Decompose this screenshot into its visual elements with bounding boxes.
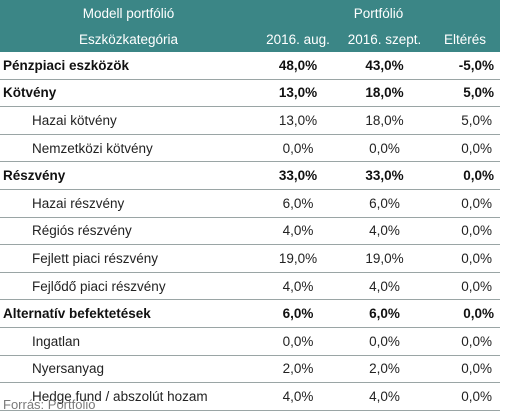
row-aug: 33,0% <box>257 161 339 190</box>
row-sept: 4,0% <box>339 382 430 411</box>
row-label: Hazai kötvény <box>0 106 257 135</box>
table-row: Kötvény 13,0% 18,0% 5,0% <box>0 79 501 108</box>
row-sept: 6,0% <box>339 189 430 218</box>
table-row: Ingatlan 0,0% 0,0% 0,0% <box>0 327 501 356</box>
header-asset-category: Eszközkategória <box>0 26 257 52</box>
row-aug: 2,0% <box>257 355 339 384</box>
table-row: Hazai részvény 6,0% 6,0% 0,0% <box>0 189 501 218</box>
row-aug: 4,0% <box>257 217 339 246</box>
table-row: Alternatív befektetések 6,0% 6,0% 0,0% <box>0 299 501 328</box>
header-aug: 2016. aug. <box>257 26 339 52</box>
row-diff: 0,0% <box>430 189 501 218</box>
row-sept: 2,0% <box>339 355 430 384</box>
row-aug: 4,0% <box>257 272 339 301</box>
row-sept: 6,0% <box>339 299 430 328</box>
row-diff: 0,0% <box>430 327 501 356</box>
row-sept: 0,0% <box>339 134 430 163</box>
table-row: Pénzpiaci eszközök 48,0% 43,0% -5,0% <box>0 52 501 80</box>
row-sept: 43,0% <box>339 52 430 80</box>
row-diff: 0,0% <box>430 355 501 384</box>
header-portfolio-group: Portfólió <box>257 0 501 26</box>
header-sept: 2016. szept. <box>339 26 430 52</box>
row-sept: 4,0% <box>339 217 430 246</box>
row-label: Ingatlan <box>0 327 257 356</box>
row-diff: 5,0% <box>430 79 501 108</box>
row-aug: 6,0% <box>257 189 339 218</box>
row-label: Hazai részvény <box>0 189 257 218</box>
source-note: Forrás: Portfolio <box>3 397 96 412</box>
row-label: Fejlett piaci részvény <box>0 244 257 273</box>
row-label: Alternatív befektetések <box>0 299 257 328</box>
row-diff: 0,0% <box>430 217 501 246</box>
header-row-1: Modell portfólió Portfólió <box>0 0 501 26</box>
row-label: Kötvény <box>0 79 257 108</box>
row-diff: 0,0% <box>430 161 501 190</box>
row-diff: 0,0% <box>430 272 501 301</box>
row-diff: 0,0% <box>430 244 501 273</box>
row-label: Régiós részvény <box>0 217 257 246</box>
row-aug: 0,0% <box>257 327 339 356</box>
row-aug: 19,0% <box>257 244 339 273</box>
table-body: Pénzpiaci eszközök 48,0% 43,0% -5,0% Köt… <box>0 52 501 411</box>
row-sept: 0,0% <box>339 327 430 356</box>
row-aug: 4,0% <box>257 382 339 411</box>
table-row: Régiós részvény 4,0% 4,0% 0,0% <box>0 217 501 246</box>
row-label: Nemzetközi kötvény <box>0 134 257 163</box>
row-aug: 48,0% <box>257 52 339 80</box>
row-aug: 0,0% <box>257 134 339 163</box>
table-row: Nyersanyag 2,0% 2,0% 0,0% <box>0 355 501 384</box>
table-row: Hedge fund / abszolút hozam 4,0% 4,0% 0,… <box>0 382 501 411</box>
row-sept: 18,0% <box>339 106 430 135</box>
header-model-portfolio: Modell portfólió <box>0 0 257 26</box>
row-diff: 0,0% <box>430 134 501 163</box>
header-diff: Eltérés <box>430 26 501 52</box>
row-diff: 0,0% <box>430 382 501 411</box>
row-aug: 13,0% <box>257 106 339 135</box>
header-row-2: Eszközkategória 2016. aug. 2016. szept. … <box>0 26 501 52</box>
row-label: Pénzpiaci eszközök <box>0 52 257 80</box>
row-sept: 4,0% <box>339 272 430 301</box>
row-diff: 0,0% <box>430 299 501 328</box>
row-aug: 13,0% <box>257 79 339 108</box>
table-row: Nemzetközi kötvény 0,0% 0,0% 0,0% <box>0 134 501 163</box>
row-sept: 19,0% <box>339 244 430 273</box>
table-header: Modell portfólió Portfólió Eszközkategór… <box>0 0 501 52</box>
row-sept: 18,0% <box>339 79 430 108</box>
row-label: Fejlődő piaci részvény <box>0 272 257 301</box>
row-label: Hedge fund / abszolút hozam <box>0 382 257 411</box>
table-row: Fejlett piaci részvény 19,0% 19,0% 0,0% <box>0 244 501 273</box>
row-aug: 6,0% <box>257 299 339 328</box>
row-label: Részvény <box>0 161 257 190</box>
row-label: Nyersanyag <box>0 355 257 384</box>
table-row: Hazai kötvény 13,0% 18,0% 5,0% <box>0 106 501 135</box>
portfolio-table: Modell portfólió Portfólió Eszközkategór… <box>0 0 501 411</box>
row-diff: 5,0% <box>430 106 501 135</box>
row-sept: 33,0% <box>339 161 430 190</box>
row-diff: -5,0% <box>430 52 501 80</box>
table-row: Fejlődő piaci részvény 4,0% 4,0% 0,0% <box>0 272 501 301</box>
table-row: Részvény 33,0% 33,0% 0,0% <box>0 161 501 190</box>
